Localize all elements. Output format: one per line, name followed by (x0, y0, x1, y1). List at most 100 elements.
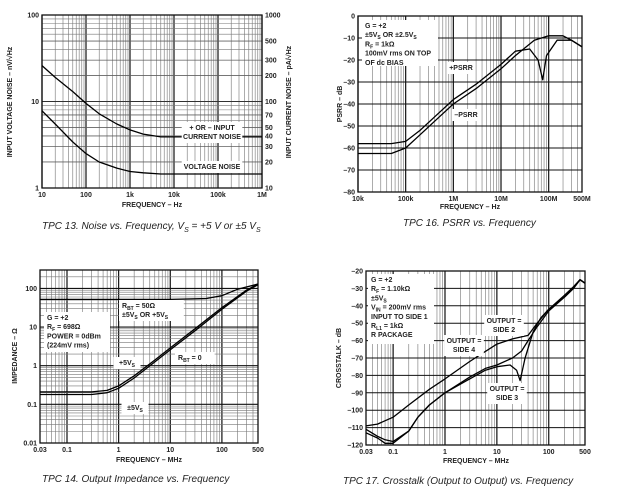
annotation-background (175, 352, 215, 364)
chart-tpc14: 0.03 0.1 1 10 100 500 0.01 0.1 1 10 100 FREQUENCY –… (12, 269, 264, 464)
annotation-background (444, 335, 484, 356)
legend-background (362, 20, 438, 66)
caption-tpc17: TPC 17. Crosstalk (Output to Output) vs.… (343, 476, 574, 487)
annotation: OUTPUT = SIDE 3 (487, 383, 527, 404)
annotation-text: SIDE 4 (453, 347, 475, 354)
y-tick-label: 10 (29, 325, 37, 332)
y-tick-label: –120 (347, 443, 363, 450)
y2-tick-label: 300 (265, 58, 277, 65)
x-tick-label: 10 (493, 449, 501, 456)
x-tick-label: 100 (543, 449, 555, 456)
y-tick-label: 100 (25, 286, 37, 293)
x-tick-label: 1k (126, 192, 134, 199)
annotation: RBT​ = 0 (175, 352, 215, 364)
y-tick-label: 1 (33, 363, 37, 370)
annotation-text: VOLTAGE NOISE (184, 164, 241, 171)
y2-tick-label: 10 (265, 186, 273, 193)
annotation: + OR – INPUT CURRENT NOISE (181, 122, 243, 143)
x-tick-label: 500 (252, 447, 264, 454)
annotation-background (181, 161, 243, 173)
legend-line: INPUT TO SIDE 1 (371, 314, 428, 321)
legend-line: (224mV rms) (47, 343, 89, 350)
legend-line: ±5VS​ (371, 295, 387, 304)
y2-tick-label: 50 (265, 125, 273, 132)
legend-line: RF​ = 698Ω (47, 324, 81, 333)
legend-box: G = +2 RF​ = 1.10kΩ±5VS​VIN​ = 200mV rmsI… (368, 274, 434, 344)
y-tick-label: –70 (343, 168, 355, 175)
y-tick-label: –20 (343, 58, 355, 65)
legend-line: RF​ = 1.10kΩ (371, 286, 411, 295)
annotation-background (181, 122, 243, 143)
chart-tpc13: 10 100 1k 10k 100k 1M110100102030405070100200… (6, 13, 293, 210)
series-line--psrr (358, 35, 583, 155)
annotation-background (119, 300, 184, 321)
x-tick-label: 10k (168, 192, 180, 199)
annotation-text: SIDE 3 (496, 395, 518, 402)
annotation-text: +5VS​ (119, 360, 136, 369)
series-line--5v-s (40, 284, 259, 396)
chart-tpc16: 10k 100k 1M 10M 100M 500M 0 –10 –20 –30 –40 –50 –60 –… (337, 14, 591, 212)
plot-frame (41, 14, 263, 189)
legend-line: 100mV rms ON TOP (365, 51, 431, 58)
x-tick-label: 0.1 (62, 447, 72, 454)
legend-line: OF dc BIAS (365, 60, 404, 67)
annotation-text: RBT​ = 50Ω (122, 303, 155, 312)
x-axis-label: FREQUENCY – MHz (116, 457, 182, 464)
x-axis-label: FREQUENCY – Hz (440, 204, 501, 211)
y-tick-label: 10 (31, 99, 39, 106)
y-tick-label: –80 (351, 373, 363, 380)
y-axis-label: IMPEDANCE – Ω (12, 328, 19, 384)
y-tick-label: –50 (343, 124, 355, 131)
y2-axis-label: INPUT CURRENT NOISE – pA/√Hz (285, 45, 293, 158)
legend-line: RL1​ = 1kΩ (371, 323, 404, 332)
y-tick-label: 1 (35, 186, 39, 193)
x-tick-label: 1 (443, 449, 447, 456)
caption-sub: S (184, 227, 189, 234)
plot-frame (357, 15, 583, 193)
annotation-text: CURRENT NOISE (183, 134, 241, 141)
annotation-background (447, 62, 475, 74)
series-line--psrr (358, 39, 583, 145)
legend-line: R PACKAGE (371, 332, 413, 339)
x-tick-label: 10 (38, 192, 46, 199)
legend-line: POWER = 0dBm (47, 333, 101, 340)
annotation-text: SIDE 2 (493, 327, 515, 334)
y-tick-label: 100 (27, 13, 39, 20)
caption-tpc16: TPC 16. PSRR vs. Frequency (403, 218, 536, 229)
x-tick-label: 0.03 (359, 449, 373, 456)
y2-tick-label: 20 (265, 159, 273, 166)
annotation: OUTPUT = SIDE 4 (444, 335, 484, 356)
y-tick-label: 0.1 (27, 402, 37, 409)
y-tick-label: 0.01 (23, 441, 37, 448)
y-axis-label: PSRR – dB (337, 86, 344, 123)
y-tick-label: 0 (351, 14, 355, 21)
y-tick-label: –110 (348, 425, 363, 432)
annotation: RBT​ = 50Ω±5VS​ OR +5VS​ (119, 300, 184, 321)
x-tick-label: 500 (579, 449, 591, 456)
plot-frame (365, 270, 586, 446)
series-line-r-bt-50- (40, 283, 259, 301)
x-tick-label: 10 (166, 447, 174, 454)
annotation-text: ±5VS​ (127, 405, 143, 414)
plot-frame (39, 269, 259, 444)
annotation: +PSRR (447, 62, 475, 74)
annotation-background (113, 357, 141, 369)
y-tick-label: –60 (351, 338, 363, 345)
y-tick-label: –80 (343, 190, 355, 197)
y-axis-label: INPUT VOLTAGE NOISE – nV/√Hz (6, 46, 14, 157)
annotation-text: + OR – INPUT (189, 125, 235, 132)
annotation-text: OUTPUT = (490, 386, 525, 393)
y-tick-label: –60 (343, 146, 355, 153)
x-tick-label: 1M (257, 192, 267, 199)
y2-tick-label: 40 (265, 133, 273, 140)
annotation-background (484, 315, 524, 336)
x-axis-label: FREQUENCY – MHz (443, 458, 509, 465)
x-tick-label: 10k (352, 196, 364, 203)
chart-tpc17: 0.03 0.1 1 10 100 500 –20 –30 –40 –50 –60 –70 –80 –90… (336, 269, 591, 466)
annotation: –PSRR (452, 109, 480, 121)
caption-text: = +5 V or ±5 V (188, 221, 256, 232)
x-tick-label: 100k (210, 192, 226, 199)
y-tick-label: –50 (351, 321, 363, 328)
annotation-text: –PSRR (454, 112, 477, 119)
